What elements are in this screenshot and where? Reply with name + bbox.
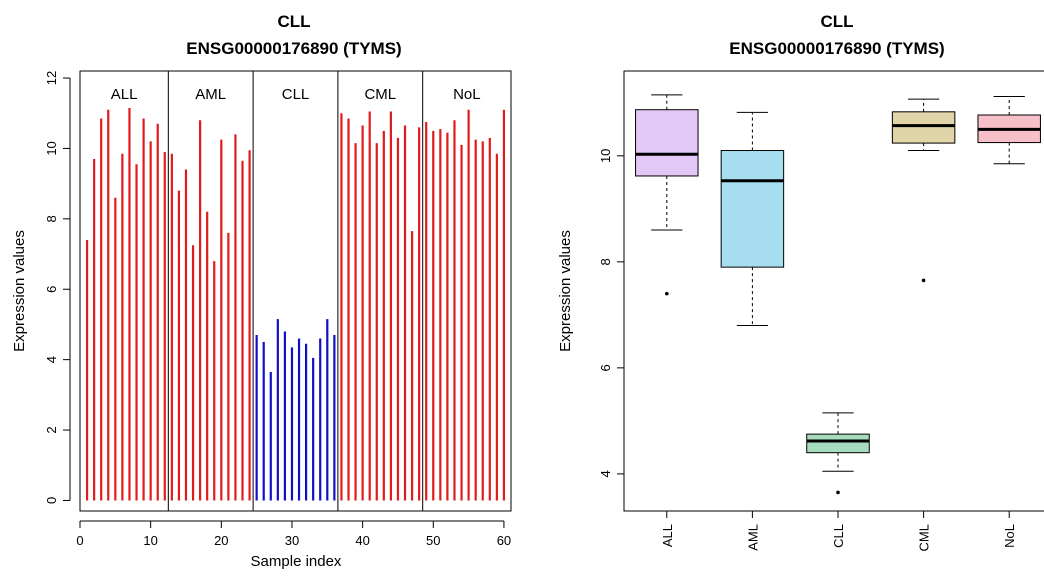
x-tick-label-cll: CLL bbox=[831, 524, 846, 548]
y-tick-label: 4 bbox=[598, 470, 613, 477]
left-plot-frame bbox=[79, 70, 512, 512]
x-tick-label-aml: AML bbox=[745, 524, 760, 551]
box-all bbox=[635, 94, 699, 296]
right-x-axis: ALL AML CLL CML NoL bbox=[660, 510, 1017, 551]
y-tick-label: 0 bbox=[44, 497, 59, 504]
box-plots bbox=[635, 94, 1041, 495]
x-tick-label-nol: NoL bbox=[1002, 524, 1017, 548]
right-y-axis-label: Expression values bbox=[557, 230, 574, 352]
expression-bars bbox=[85, 107, 506, 501]
group-boundaries bbox=[167, 71, 424, 511]
x-tick-label-cml: CML bbox=[917, 524, 932, 551]
outlier-point bbox=[921, 278, 926, 283]
iqr-box bbox=[806, 433, 870, 454]
box-nol bbox=[977, 95, 1041, 165]
box-aml bbox=[720, 111, 785, 326]
x-tick-label: 50 bbox=[426, 533, 440, 548]
x-tick-label: 40 bbox=[355, 533, 369, 548]
y-tick-label: 12 bbox=[44, 71, 59, 85]
sample-bar-chart: CLL ENSG00000176890 (TYMS) ALL AML CLL CML N… bbox=[11, 12, 512, 570]
y-tick-label: 8 bbox=[44, 215, 59, 222]
box-cml bbox=[891, 98, 956, 283]
y-tick-label: 6 bbox=[598, 364, 613, 371]
y-tick-label: 2 bbox=[44, 426, 59, 433]
x-tick-label: 60 bbox=[497, 533, 511, 548]
iqr-box bbox=[720, 150, 785, 268]
iqr-box bbox=[891, 111, 956, 144]
iqr-box bbox=[635, 109, 699, 177]
x-tick-label-all: ALL bbox=[660, 524, 675, 547]
right-title-line2: ENSG00000176890 (TYMS) bbox=[729, 39, 944, 58]
left-x-axis-label: Sample index bbox=[251, 553, 342, 570]
group-label-nol: NoL bbox=[453, 86, 481, 103]
outlier-point bbox=[665, 291, 669, 296]
x-tick-label: 0 bbox=[76, 533, 83, 548]
y-tick-label: 4 bbox=[44, 356, 59, 363]
group-label-cll: CLL bbox=[282, 86, 310, 103]
right-y-axis: 4 6 8 10 bbox=[598, 149, 625, 478]
x-tick-label: 10 bbox=[143, 533, 157, 548]
left-y-axis-label: Expression values bbox=[11, 230, 28, 352]
box-cll bbox=[806, 412, 870, 495]
left-title-line2: ENSG00000176890 (TYMS) bbox=[186, 39, 401, 58]
y-tick-label: 6 bbox=[44, 286, 59, 293]
right-title-line1: CLL bbox=[820, 12, 853, 31]
group-label-all: ALL bbox=[111, 86, 138, 103]
group-labels: ALL AML CLL CML NoL bbox=[111, 86, 481, 103]
x-tick-label: 30 bbox=[285, 533, 299, 548]
y-tick-label: 10 bbox=[598, 149, 613, 163]
left-title-line1: CLL bbox=[277, 12, 310, 31]
x-tick-label: 20 bbox=[214, 533, 228, 548]
left-y-axis: 0 2 4 6 8 10 12 bbox=[44, 71, 71, 504]
group-box-plot: CLL ENSG00000176890 (TYMS) ALL AML CLL CML N… bbox=[557, 12, 1044, 551]
y-tick-label: 10 bbox=[44, 141, 59, 155]
group-label-cml: CML bbox=[364, 86, 396, 103]
group-label-aml: AML bbox=[195, 86, 226, 103]
y-tick-label: 8 bbox=[598, 258, 613, 265]
left-x-axis: 0 10 20 30 40 50 60 bbox=[76, 520, 511, 548]
outlier-point bbox=[836, 490, 840, 495]
